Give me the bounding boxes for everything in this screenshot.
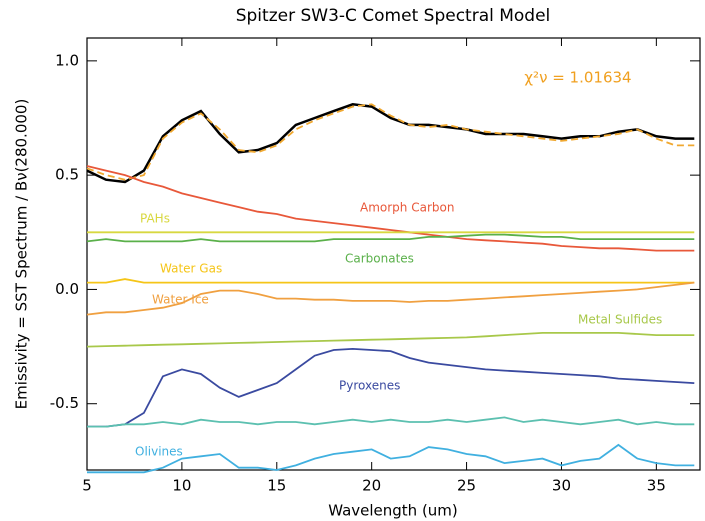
series-line [87,443,695,474]
series-line [86,281,695,316]
x-tick-label: 35 [647,477,666,495]
plot-frame [86,37,701,471]
series-line [87,347,695,428]
series-label: Amorph Carbon [360,201,454,215]
series-line [86,331,695,348]
x-tick-label: 30 [552,477,571,495]
x-tick-label: 25 [457,477,476,495]
series-label: Olivines [135,445,183,459]
series-line [87,278,695,284]
x-tick-label: 10 [172,477,191,495]
series-label: Pyroxenes [339,379,400,393]
annotation: χ²ν = 1.01634 [524,69,631,87]
chart-title: Spitzer SW3-C Comet Spectral Model [236,6,551,26]
y-tick-label: 1.0 [55,51,79,69]
x-tick-label: 15 [267,477,286,495]
x-tick-label: 5 [82,477,92,495]
series-label: PAHs [140,212,170,226]
y-tick-label: 0.0 [55,280,79,298]
series-line [86,165,695,252]
series-label: Water Gas [160,262,222,276]
series-line [87,416,695,428]
series-label: Water Ice [152,293,209,307]
x-tick-label: 20 [362,477,381,495]
series-label: Carbonates [345,252,414,266]
y-tick-label: -0.5 [50,394,79,412]
x-axis-label: Wavelength (um) [328,502,458,520]
y-tick-label: 0.5 [55,166,79,184]
series-line [86,103,695,181]
series-label: Metal Sulfides [578,313,662,327]
y-axis-label: Emissivity = SST Spectrum / Bν(280.000) [13,99,31,410]
series-line [86,233,695,243]
